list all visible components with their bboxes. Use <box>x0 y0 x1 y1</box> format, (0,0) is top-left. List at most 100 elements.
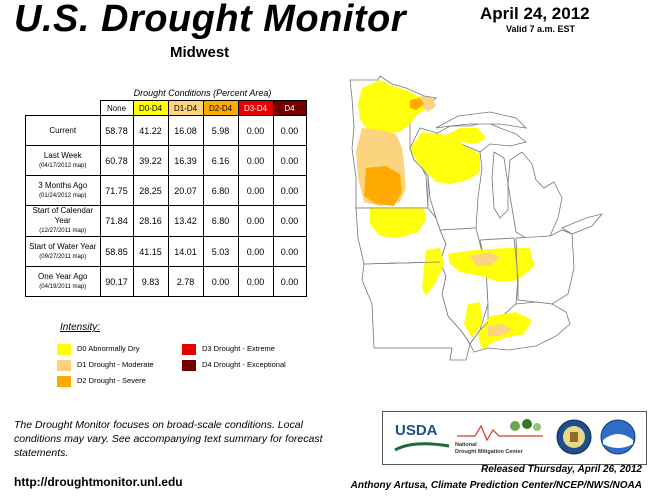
map-title: U.S. Drought Monitor <box>14 0 407 40</box>
row-label-text: Current <box>49 125 77 135</box>
legend-swatch <box>57 359 71 371</box>
table-cell: 58.85 <box>99 236 134 267</box>
table-cell: 16.39 <box>167 145 204 176</box>
table-cell: 41.15 <box>132 236 169 267</box>
disclaimer-note: The Drought Monitor focuses on broad-sca… <box>14 419 323 459</box>
row-label: 3 Months Ago (01/24/2012 map) <box>25 175 101 206</box>
table-header-row: None D0-D4 D1-D4 D2-D4 D3-D4 D4 <box>26 100 307 116</box>
table-cell: 20.07 <box>167 175 204 206</box>
legend-label: D0 Abnormally Dry <box>77 344 140 353</box>
table-cell: 90.17 <box>99 266 134 297</box>
table-row: Start of Calendar Year (12/27/2011 map) 71… <box>25 205 307 237</box>
table-cell: 58.78 <box>99 115 134 146</box>
row-label: One Year Ago (04/19/2011 map) <box>25 266 101 297</box>
table-cell: 2.78 <box>167 266 204 297</box>
legend-label: D2 Drought - Severe <box>77 376 146 385</box>
commerce-seal <box>555 418 593 456</box>
table-cell: 0.00 <box>237 236 274 267</box>
table-cell: 0.00 <box>272 236 307 267</box>
table-corner <box>26 101 101 116</box>
row-label-date: (12/27/2011 map) <box>39 228 87 234</box>
legend-item-d0: D0 Abnormally Dry <box>57 343 140 355</box>
table-cell: 9.83 <box>132 266 169 297</box>
table-cell: 0.00 <box>272 205 307 237</box>
row-label-text: One Year Ago <box>38 271 88 281</box>
column-header: D0-D4 <box>132 100 169 116</box>
table-cell: 28.25 <box>132 175 169 206</box>
legend-item-d1: D1 Drought - Moderate <box>57 359 154 371</box>
row-label-text: Start of Water Year <box>29 241 97 251</box>
row-label: Current <box>25 115 101 146</box>
legend-label: D4 Drought - Exceptional <box>202 360 286 369</box>
table-row: Current 58.78 41.22 16.08 5.98 0.00 0.00 <box>25 115 307 146</box>
row-label-date: (09/27/2011 map) <box>39 253 87 260</box>
ndmc-logo: National Drought Mitigation Center <box>455 418 545 458</box>
usda-logo-mark <box>394 442 450 452</box>
drought-statistics-table: None D0-D4 D1-D4 D2-D4 D3-D4 D4 Current 5… <box>25 100 307 297</box>
table-cell: 0.00 <box>237 175 274 206</box>
table-cell: 0.00 <box>202 266 239 297</box>
legend-swatch <box>57 375 71 387</box>
valid-time: Valid 7 a.m. EST <box>506 24 576 34</box>
lake-erie <box>561 213 604 235</box>
legend-swatch <box>182 359 196 371</box>
table-cell: 6.80 <box>202 175 239 206</box>
row-label: Start of Calendar Year (12/27/2011 map) <box>25 205 101 237</box>
table-row: 3 Months Ago (01/24/2012 map) 71.75 28.25 20… <box>25 175 307 206</box>
legend-item-d2: D2 Drought - Severe <box>57 375 146 387</box>
table-cell: 0.00 <box>272 175 307 206</box>
table-cell: 0.00 <box>237 205 274 237</box>
ndmc-line2: Drought Mitigation Center <box>455 449 523 455</box>
table-cell: 0.00 <box>237 145 274 176</box>
table-cell: 0.00 <box>272 266 307 297</box>
row-label: Last Week (04/17/2012 map) <box>25 145 101 176</box>
row-label-date: (01/24/2012 map) <box>39 192 87 199</box>
row-label-text: 3 Months Ago <box>38 180 88 190</box>
table-cell: 28.16 <box>132 205 169 237</box>
row-label-date: (04/19/2011 map) <box>39 283 87 290</box>
release-date: Released Thursday, April 26, 2012 <box>480 464 642 475</box>
drought-map <box>349 75 604 361</box>
table-cell: 6.16 <box>202 145 239 176</box>
d0-abnormally-dry <box>358 80 534 350</box>
row-label: Start of Water Year (09/27/2011 map) <box>25 236 101 267</box>
legend-swatch <box>57 343 71 355</box>
column-header: D1-D4 <box>167 100 204 116</box>
legend-swatch <box>182 343 196 355</box>
website-link[interactable]: http://droughtmonitor.unl.edu <box>14 475 183 489</box>
ndmc-logo-mark <box>457 419 543 442</box>
table-cell: 60.78 <box>99 145 134 176</box>
row-label-text: Start of Calendar Year <box>32 206 93 225</box>
noaa-logo-mark <box>600 419 636 455</box>
legend-title: Intensity: <box>60 322 101 333</box>
lake-superior <box>435 111 528 129</box>
table-row: Start of Water Year (09/27/2011 map) 58.85… <box>25 236 307 267</box>
table-cell: 6.80 <box>202 205 239 237</box>
partner-logos: USDA National Drought Mitigation Center <box>382 411 647 465</box>
table-cell: 0.00 <box>237 115 274 146</box>
row-label-text: Last Week <box>43 150 82 160</box>
usda-logo: USDA <box>393 420 451 454</box>
table-cell: 71.75 <box>99 175 134 206</box>
table-cell: 0.00 <box>272 115 307 146</box>
state-michigan-lp <box>507 151 563 239</box>
legend-item-d4: D4 Drought - Exceptional <box>182 359 286 371</box>
table-row: One Year Ago (04/19/2011 map) 90.17 9.83 2.7… <box>25 266 307 297</box>
state-borders <box>356 147 519 349</box>
column-header: D2-D4 <box>202 100 239 116</box>
table-cell: 16.08 <box>167 115 204 146</box>
map-date: April 24, 2012 <box>480 4 590 23</box>
table-cell: 0.00 <box>237 266 274 297</box>
table-cell: 39.22 <box>132 145 169 176</box>
great-lakes <box>435 111 604 235</box>
row-label-date: (04/17/2012 map) <box>39 162 87 169</box>
table-cell: 5.98 <box>202 115 239 146</box>
lake-michigan <box>491 151 509 219</box>
table-cell: 41.22 <box>132 115 169 146</box>
table-cell: 14.01 <box>167 236 204 267</box>
column-header: D3-D4 <box>237 100 274 116</box>
region-label: Midwest <box>170 44 230 61</box>
table-cell: 5.03 <box>202 236 239 267</box>
usda-logo-text: USDA <box>395 422 438 439</box>
table-cell: 0.00 <box>272 145 307 176</box>
